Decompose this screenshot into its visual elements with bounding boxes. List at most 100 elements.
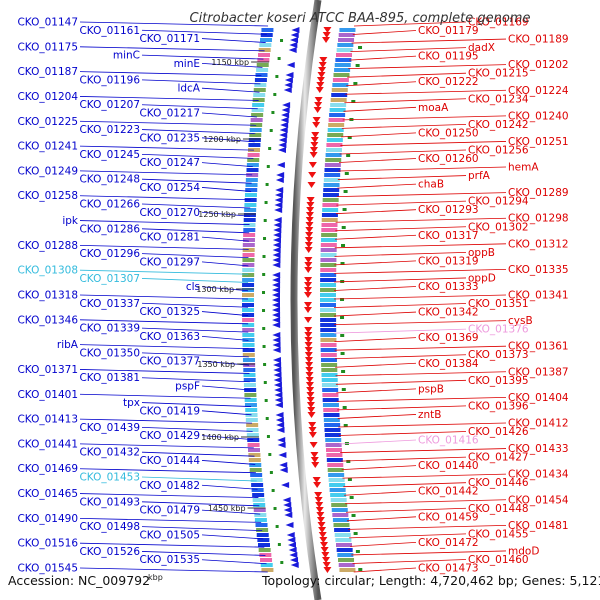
gene-label-right: CKO_01351 [468,298,529,310]
label-connector [339,149,467,155]
feature-block [242,283,255,287]
feature-block [242,238,255,242]
feature-block [322,198,339,202]
label-connector [350,542,417,547]
label-connector [201,236,249,242]
reverse-strand-feature [274,202,283,208]
reverse-strand-feature [273,227,282,233]
feature-block [259,553,272,557]
gene-label-left: CKO_01498 [79,521,140,533]
rna-marker [341,370,346,373]
label-connector [347,72,467,78]
label-connector [338,166,507,172]
feature-block [324,173,341,177]
label-connector [339,158,417,163]
feature-block [242,358,255,362]
feature-block [336,543,353,547]
rna-marker [268,453,272,456]
label-connector [334,328,467,334]
gene-label-right: CKO_01293 [418,204,479,216]
forward-strand-feature [306,397,315,403]
rna-marker [271,111,275,114]
gene-label-left: CKO_01308 [17,265,78,277]
label-connector [141,501,260,507]
forward-strand-feature [304,347,313,353]
forward-strand-feature [308,427,317,433]
rna-marker [265,417,269,420]
gene-label-left: CKO_01377 [139,356,200,368]
reverse-strand-feature [274,387,283,393]
feature-block [248,453,261,457]
feature-block [326,143,343,147]
forward-strand-feature [305,382,314,388]
label-connector [349,533,467,539]
label-connector [337,183,417,189]
gene-label-left: CKO_01482 [139,480,200,492]
reverse-strand-feature [279,467,288,473]
rna-marker [264,201,268,204]
gene-label-left: ldcA [177,83,200,95]
reverse-strand-feature [275,177,284,183]
label-connector [334,337,417,343]
rna-marker [349,496,354,499]
gene-label-right: CKO_01341 [508,290,569,302]
reverse-strand-feature [279,127,288,133]
gene-label-right: CKO_01240 [508,110,569,122]
gene-label-left: CKO_01505 [139,529,200,541]
label-connector [352,559,467,564]
feature-block [242,313,255,317]
reverse-strand-feature [274,392,283,398]
label-connector [201,534,264,540]
forward-strand-feature [308,162,317,168]
feature-block [332,83,349,87]
reverse-strand-feature [291,27,300,33]
feature-block [243,233,256,237]
feature-block [261,568,274,572]
feature-block [251,108,264,112]
label-connector [79,145,255,151]
label-connector [351,550,507,556]
label-connector [345,89,507,95]
feature-block [334,68,351,72]
label-connector [345,499,507,505]
forward-strand-feature [313,482,322,488]
label-connector [141,352,249,358]
label-connector [354,21,467,27]
label-connector [337,175,467,180]
feature-block [335,58,352,62]
feature-block [242,258,255,262]
feature-block [339,28,356,32]
reverse-strand-feature [273,367,282,373]
rna-marker [266,165,270,168]
gene-label-right: CKO_01412 [508,417,569,429]
gene-label-right: CKO_01369 [418,332,479,344]
label-connector [341,132,417,138]
label-connector [79,443,254,449]
accession-text: Accession: NC_009792 [8,573,150,588]
forward-strand-feature [310,457,319,463]
forward-strand-feature [304,247,313,253]
reverse-strand-feature [276,162,285,168]
feature-block [258,543,271,547]
reverse-strand-feature [272,302,281,308]
label-connector [336,396,507,402]
scale-ticks: 1150 kbp 1200 kbp 1250 kbp 1300 kbp 1350 kbp… [196,58,270,513]
label-connector [340,456,467,462]
gene-label-right: CKO_01195 [418,51,479,63]
gene-label-left: CKO_01288 [17,240,78,252]
gene-label-right: moaA [418,102,449,114]
feature-block [325,158,342,162]
rna-marker [343,424,348,427]
feature-block [322,398,339,402]
gene-label-right: CKO_01317 [418,230,479,242]
feature-block [336,548,353,552]
reverse-strand-feature [276,422,285,428]
label-connector [201,87,260,93]
gene-label-left: CKO_01413 [17,414,78,426]
feature-block [320,333,337,337]
label-connector [334,286,417,291]
feature-block [323,188,340,192]
reverse-strand-feature [281,112,290,118]
label-connector [79,344,249,350]
gene-label-left: CKO_01307 [79,273,140,285]
